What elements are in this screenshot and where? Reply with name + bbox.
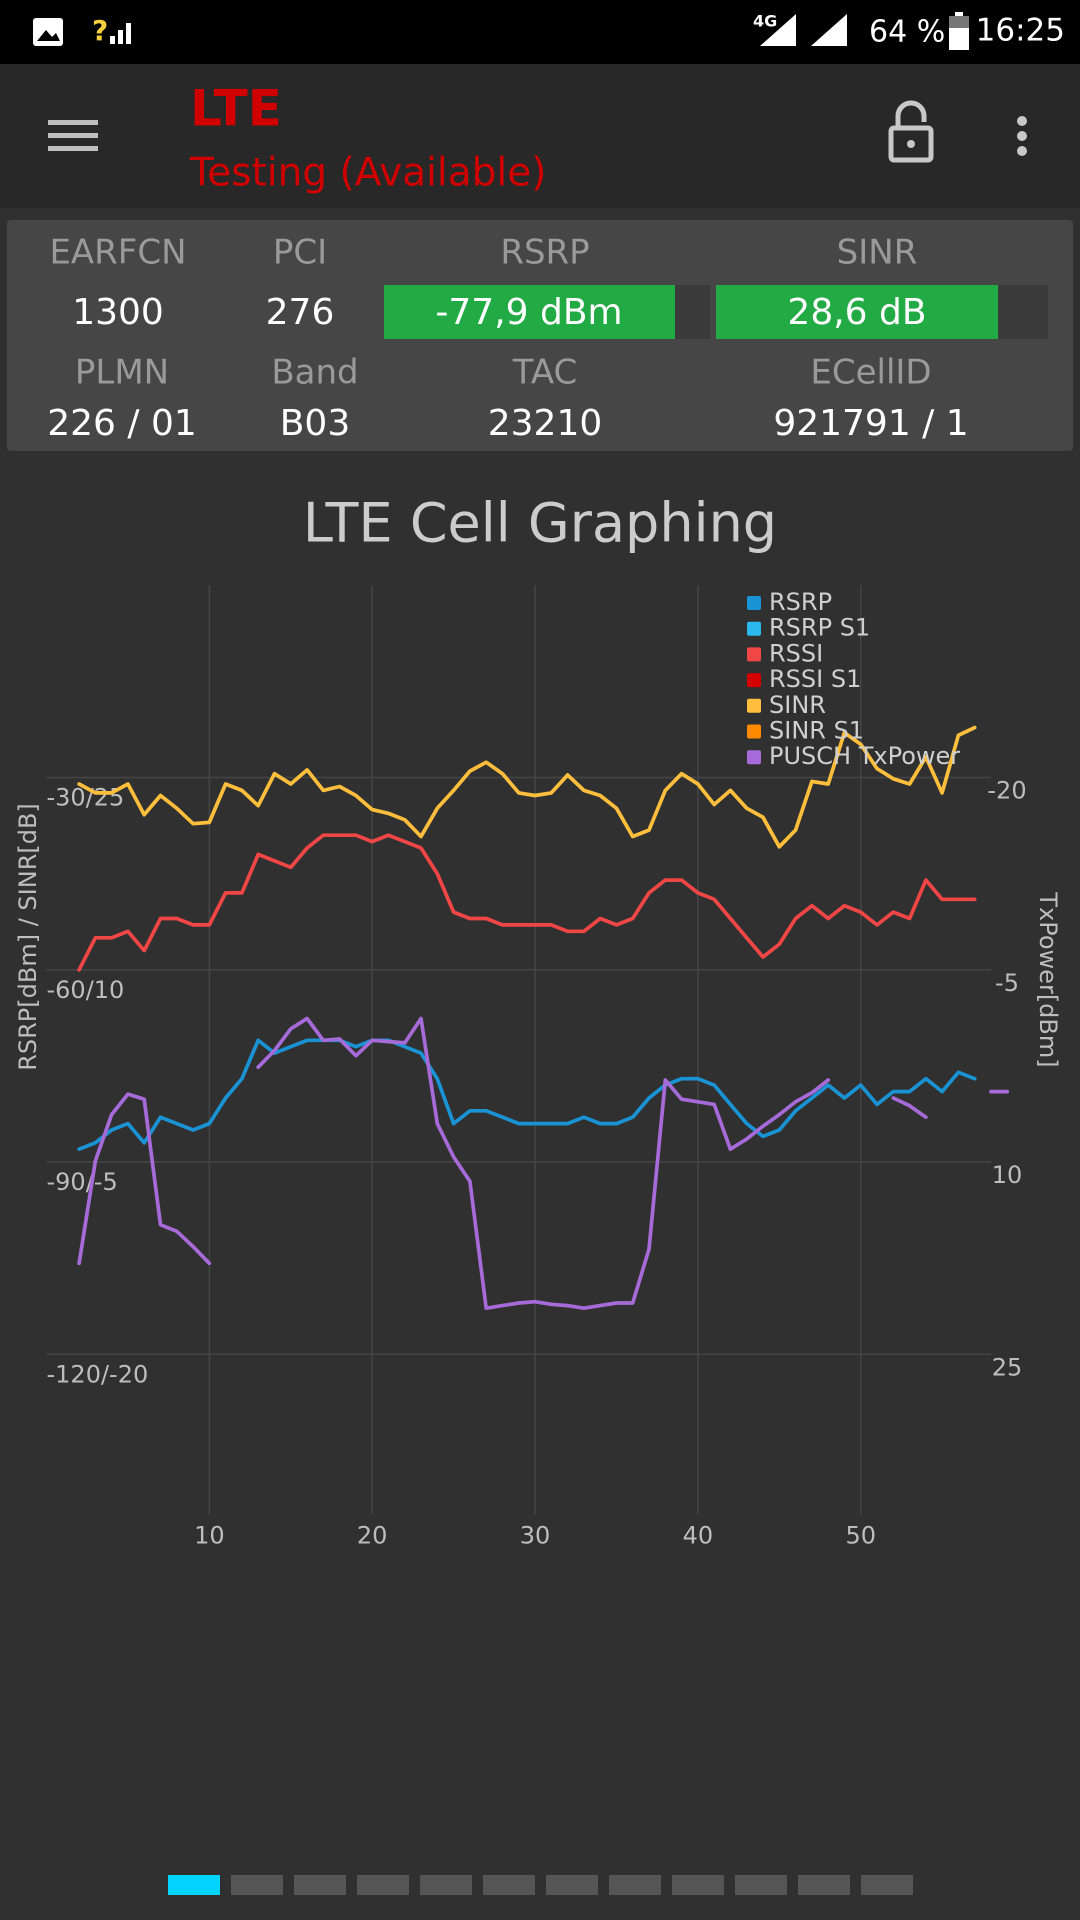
legend-swatch xyxy=(747,698,761,713)
y-tick-label: -120/-20 xyxy=(47,1360,149,1388)
y-axis-title: RSRP[dBm] / SINR[dB] xyxy=(14,803,42,1071)
x-tick-label: 10 xyxy=(194,1522,225,1550)
series-line xyxy=(77,1016,1010,1311)
page-dot xyxy=(357,1875,409,1895)
series-line xyxy=(77,833,977,972)
y-tick-label: -60/10 xyxy=(47,976,125,1004)
field-value: B03 xyxy=(280,403,351,444)
signal-icon-small xyxy=(110,23,131,44)
field-value: 226 / 01 xyxy=(47,403,197,444)
field-value: 276 xyxy=(266,292,335,333)
battery-percent: 64 % xyxy=(869,15,945,50)
field-label: Band xyxy=(271,353,358,393)
legend-swatch xyxy=(747,621,761,636)
page-dot xyxy=(861,1875,913,1895)
x-tick-label: 20 xyxy=(357,1522,388,1550)
x-tick-label: 40 xyxy=(683,1522,714,1550)
legend-label: RSRP xyxy=(769,588,832,616)
field-label: ECellID xyxy=(810,353,931,393)
y2-tick-label: 10 xyxy=(992,1161,1023,1189)
x-tick-label: 50 xyxy=(845,1522,876,1550)
legend-label: PUSCH TxPower xyxy=(769,742,960,770)
page-dot xyxy=(231,1875,283,1895)
page-dot xyxy=(294,1875,346,1895)
legend-swatch xyxy=(747,647,761,662)
signal-icon-2 xyxy=(811,14,847,46)
signal-icon xyxy=(760,14,796,46)
app-subtitle: Testing (Available) xyxy=(189,151,546,196)
page-dot xyxy=(546,1875,598,1895)
meter-fill xyxy=(716,285,998,339)
page-dot xyxy=(798,1875,850,1895)
legend-swatch xyxy=(747,724,761,739)
lock-button[interactable] xyxy=(888,100,934,163)
legend-swatch xyxy=(747,596,761,610)
page-dot xyxy=(420,1875,472,1895)
field-label: TAC xyxy=(512,353,578,393)
page-dot xyxy=(168,1875,220,1895)
series-line xyxy=(77,1038,977,1152)
field-label: SINR xyxy=(837,233,918,273)
network-type: 4G xyxy=(753,12,777,31)
field-value: -77,9 dBm xyxy=(435,292,622,333)
app-title: LTE xyxy=(190,80,282,138)
legend-label: SINR S1 xyxy=(769,717,864,745)
y-tick-label: -90/-5 xyxy=(47,1168,118,1196)
clock: 16:25 xyxy=(976,13,1065,49)
field-value: 23210 xyxy=(488,403,603,444)
field-label: PLMN xyxy=(75,353,169,393)
sim-status: ? xyxy=(92,14,108,47)
x-tick-label: 30 xyxy=(520,1522,551,1550)
y2-tick-label: 25 xyxy=(992,1353,1023,1381)
chart-title: LTE Cell Graphing xyxy=(303,492,777,555)
page-dot xyxy=(735,1875,787,1895)
legend-swatch xyxy=(747,750,761,765)
series-line xyxy=(77,725,977,849)
field-label: PCI xyxy=(273,233,327,273)
meter-fill xyxy=(384,285,675,339)
page-dot xyxy=(609,1875,661,1895)
legend-label: RSRP S1 xyxy=(769,614,870,642)
gallery-icon xyxy=(33,18,63,46)
legend-label: RSSI xyxy=(769,639,823,667)
field-value: 28,6 dB xyxy=(787,292,926,333)
overflow-menu[interactable] xyxy=(1017,116,1027,156)
page-dot xyxy=(672,1875,724,1895)
y2-tick-label: -5 xyxy=(995,969,1019,997)
battery-icon xyxy=(949,12,969,50)
app-bar xyxy=(0,64,1080,208)
page-dot xyxy=(483,1875,535,1895)
y2-tick-label: -20 xyxy=(987,777,1026,805)
status-bar xyxy=(0,0,1080,64)
y2-axis-title: TxPower[dBm] xyxy=(1034,891,1062,1067)
plot-lines xyxy=(77,725,1010,1311)
menu-button[interactable] xyxy=(48,120,98,151)
legend-label: RSSI S1 xyxy=(769,665,861,693)
legend-label: SINR xyxy=(769,691,826,719)
legend-swatch xyxy=(747,673,761,688)
field-value: 921791 / 1 xyxy=(773,403,968,444)
grid: 10 20 30 40 50-30/25-60/10-90/-5-120/-20-20-… xyxy=(46,585,1027,1550)
field-value: 1300 xyxy=(72,292,164,333)
field-label: RSRP xyxy=(500,233,589,273)
field-label: EARFCN xyxy=(49,233,186,273)
page-indicator xyxy=(168,1875,913,1895)
